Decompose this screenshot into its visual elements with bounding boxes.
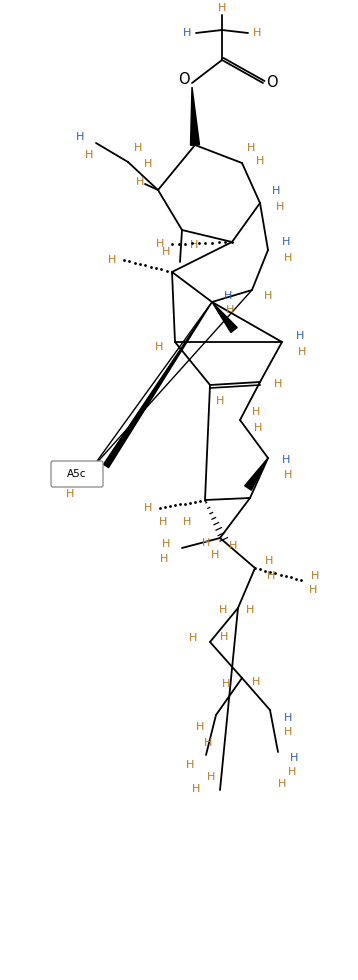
Text: H: H [204,738,212,748]
Text: H: H [144,159,152,169]
Text: H: H [183,517,191,527]
Text: H: H [311,571,319,581]
Text: H: H [253,28,261,38]
Text: H: H [274,379,282,389]
Text: H: H [162,247,170,257]
Text: H: H [162,539,170,549]
Polygon shape [190,87,199,145]
Text: H: H [189,633,197,643]
Text: H: H [284,253,292,263]
Text: O: O [178,73,190,87]
Text: H: H [159,517,167,527]
Text: H: H [207,772,215,782]
Text: H: H [66,489,74,499]
Text: H: H [254,423,262,433]
Text: H: H [85,150,93,160]
Text: H: H [278,779,286,789]
Text: H: H [196,722,204,732]
Text: H: H [284,713,292,723]
Text: H: H [282,237,290,247]
Text: H: H [229,541,237,551]
Text: H: H [220,632,228,642]
Text: H: H [186,760,194,770]
Text: H: H [264,291,272,301]
Text: H: H [256,156,264,166]
Text: H: H [183,28,191,38]
Text: H: H [155,342,163,352]
Text: H: H [247,143,255,153]
Text: H: H [218,3,226,13]
Text: H: H [160,554,168,564]
Text: H: H [282,455,290,465]
Text: H: H [290,753,298,763]
Text: H: H [108,255,116,265]
Text: H: H [190,240,198,250]
Text: H: H [76,132,84,142]
Text: H: H [136,177,144,187]
Text: H: H [284,470,292,480]
Text: H: H [252,677,260,687]
Text: H: H [252,407,260,417]
Text: H: H [272,186,280,196]
Text: H: H [219,605,227,615]
Text: H: H [226,305,234,315]
Text: H: H [216,396,224,406]
Text: H: H [267,571,275,581]
Polygon shape [245,458,268,490]
Text: H: H [134,143,142,153]
Text: H: H [224,291,232,301]
Text: H: H [284,727,292,737]
Text: H: H [211,550,219,560]
Text: H: H [309,585,317,595]
Polygon shape [212,302,237,332]
Text: H: H [246,605,254,615]
Text: H: H [288,767,296,777]
Text: H: H [276,202,284,212]
Text: H: H [298,347,306,357]
Text: O: O [266,75,278,90]
FancyBboxPatch shape [51,461,103,487]
Text: H: H [192,784,200,794]
Polygon shape [103,302,212,467]
Text: A5c: A5c [67,469,87,479]
Text: H: H [296,331,304,341]
Text: H: H [222,679,230,689]
Text: H: H [144,503,152,513]
Text: H: H [202,538,210,548]
Text: H: H [265,556,273,566]
Text: H: H [156,239,164,249]
